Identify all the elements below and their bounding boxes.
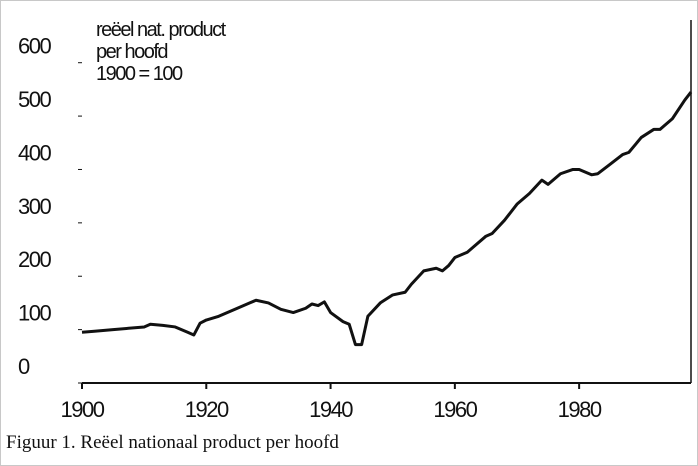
x-tick-label: 1960: [433, 397, 477, 422]
annotation: 1900 = 100: [96, 63, 183, 85]
y-tick-label: 0: [18, 354, 30, 379]
y-tick-label: 200: [18, 247, 51, 272]
y-tick-label: 500: [18, 87, 51, 112]
caption: Figuur 1. Reëel nationaal product per ho…: [6, 432, 339, 453]
annotation: reëel nat. product: [96, 19, 227, 41]
line: [81, 91, 693, 347]
x-tick-label: 1980: [558, 397, 602, 422]
y-tick-label: 300: [18, 194, 51, 219]
x-tick-label: 1900: [61, 397, 105, 422]
y-tick-label: 100: [18, 301, 51, 326]
x-tick-label: 1920: [185, 397, 229, 422]
y-tick-label: 600: [18, 34, 51, 59]
y-tick-label: 400: [18, 140, 51, 165]
annotation: per hoofd: [96, 41, 167, 63]
x-tick-label: 1940: [309, 397, 353, 422]
